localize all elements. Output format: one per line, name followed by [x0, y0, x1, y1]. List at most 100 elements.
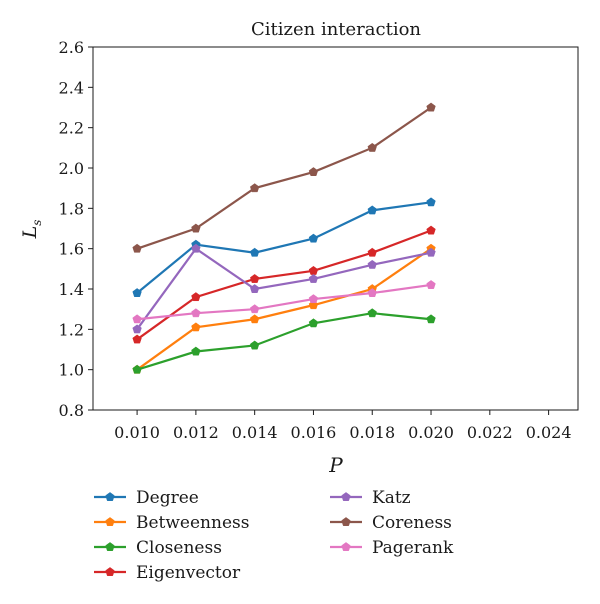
legend-swatch-marker [105, 542, 115, 551]
legend-swatch-marker [105, 567, 115, 576]
series-pagerank [132, 280, 436, 324]
series-line-katz [136, 247, 432, 330]
plot-area [92, 46, 579, 411]
data-point-eigenvector [191, 292, 201, 302]
series-line-degree [136, 201, 432, 294]
data-point-eigenvector [308, 265, 319, 275]
y-tick-label: 1.6 [59, 240, 84, 259]
y-tick-label: 2.0 [59, 159, 84, 178]
data-point-eigenvector [426, 225, 436, 235]
svg-text:Ls: Ls [19, 220, 44, 240]
x-axis-label: P [328, 453, 343, 477]
series-line-coreness [136, 106, 432, 250]
y-tick-label: 1.8 [59, 199, 84, 218]
data-point-eigenvector [132, 334, 142, 344]
legend-swatch-marker [341, 492, 351, 501]
data-point-pagerank [426, 280, 436, 289]
data-point-closeness [308, 318, 319, 328]
series-katz [132, 243, 436, 334]
data-point-coreness [249, 183, 260, 193]
data-point-katz [426, 247, 436, 257]
y-axis-label: Ls [19, 220, 44, 240]
series-group [132, 102, 436, 374]
data-point-coreness [426, 102, 436, 112]
y-tick-label: 2.2 [59, 119, 84, 138]
legend-item-closeness: Closeness [94, 538, 222, 558]
series-degree [132, 197, 436, 297]
data-point-closeness [249, 340, 260, 350]
data-point-eigenvector [367, 247, 377, 257]
data-point-closeness [191, 346, 201, 356]
data-point-betweenness [249, 314, 260, 324]
data-point-coreness [132, 243, 142, 253]
legend-item-eigenvector: Eigenvector [94, 563, 241, 583]
y-tick-label: 1.0 [59, 361, 84, 380]
legend-swatch-marker [105, 517, 115, 526]
legend-label: Betweenness [136, 513, 249, 533]
series-closeness [132, 308, 436, 374]
data-point-coreness [191, 223, 201, 233]
y-axis: 0.8 1.0 1.2 1.4 1.6 1.8 2.0 2.2 2.4 2.6 [59, 38, 93, 420]
y-axis-label-subscript: s [30, 220, 44, 226]
x-tick-label: 0.022 [467, 423, 513, 442]
data-point-katz [249, 284, 260, 293]
x-axis: 0.010 0.012 0.014 0.016 0.018 0.020 0.022 0.024 [114, 410, 572, 442]
data-point-pagerank [191, 308, 201, 318]
legend-label: Pagerank [372, 538, 454, 558]
x-tick-label: 0.010 [114, 423, 160, 442]
data-point-coreness [308, 167, 319, 176]
data-point-degree [426, 197, 436, 207]
data-point-pagerank [367, 288, 377, 297]
series-line-closeness [136, 312, 432, 371]
series-coreness [132, 102, 436, 253]
data-point-pagerank [132, 314, 142, 324]
legend-swatch-marker [341, 542, 351, 551]
data-point-katz [191, 243, 201, 253]
data-point-degree [308, 233, 319, 243]
legend-label: Coreness [372, 513, 452, 533]
y-tick-label: 2.4 [59, 78, 84, 97]
data-point-closeness [132, 364, 142, 374]
chart-title: Citizen interaction [251, 19, 421, 40]
data-point-katz [367, 259, 377, 269]
y-tick-label: 2.6 [59, 38, 84, 57]
data-point-degree [249, 247, 260, 257]
legend-item-katz: Katz [330, 488, 411, 508]
legend-item-pagerank: Pagerank [330, 538, 454, 558]
y-tick-label: 0.8 [59, 401, 84, 420]
data-point-katz [308, 274, 319, 283]
data-point-pagerank [249, 304, 260, 314]
data-point-betweenness [191, 322, 201, 332]
legend-label: Eigenvector [136, 563, 241, 583]
x-tick-label: 0.024 [526, 423, 572, 442]
legend-swatch-marker [105, 492, 115, 501]
legend-item-betweenness: Betweenness [94, 513, 249, 533]
legend-label: Closeness [136, 538, 222, 558]
series-line-eigenvector [136, 229, 432, 341]
legend-label: Katz [372, 488, 411, 508]
x-tick-label: 0.012 [173, 423, 219, 442]
legend-item-coreness: Coreness [330, 513, 452, 533]
series-line-pagerank [136, 283, 432, 321]
x-tick-label: 0.020 [408, 423, 454, 442]
data-point-degree [132, 288, 142, 297]
data-point-degree [367, 205, 377, 215]
series-line-betweenness [136, 247, 432, 371]
legend: Degree Betweenness Closeness Eigenvector Kat… [94, 488, 454, 583]
legend-label: Degree [136, 488, 199, 508]
data-point-closeness [426, 314, 436, 324]
x-tick-label: 0.018 [349, 423, 395, 442]
y-axis-label-main: L [19, 226, 41, 240]
series-eigenvector [132, 225, 436, 344]
plot-frame [92, 46, 579, 411]
data-point-eigenvector [249, 274, 260, 283]
x-tick-label: 0.014 [232, 423, 278, 442]
data-point-katz [132, 324, 142, 334]
data-point-closeness [367, 308, 377, 318]
y-tick-label: 1.2 [59, 320, 84, 339]
y-tick-label: 1.4 [59, 280, 84, 299]
legend-swatch-marker [341, 517, 351, 526]
x-tick-label: 0.016 [291, 423, 337, 442]
data-point-pagerank [308, 294, 319, 304]
